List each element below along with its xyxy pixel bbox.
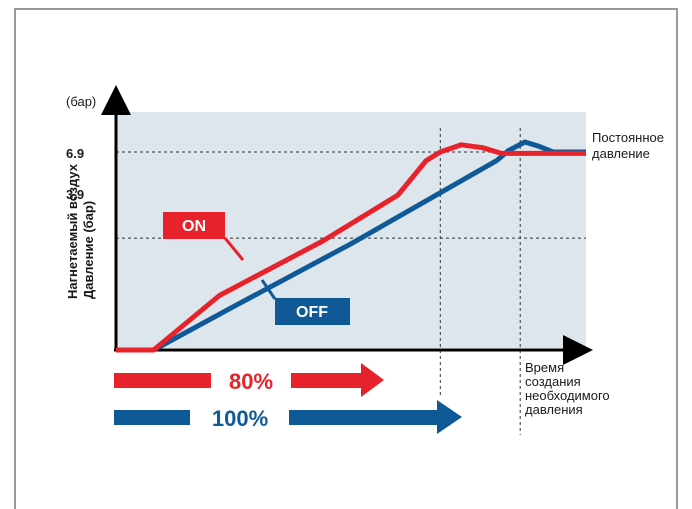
duration-bar-on: 80%: [114, 363, 384, 397]
y-tick-label: 6.9: [66, 146, 84, 161]
y-axis-title: Нагнетаемый воздух Давление (бар): [65, 163, 96, 299]
chart-frame: [14, 8, 678, 509]
svg-text:создания: создания: [525, 374, 581, 389]
svg-text:Нагнетаемый воздух: Нагнетаемый воздух: [65, 163, 80, 299]
legend-tag-off: OFF: [260, 279, 350, 325]
y-unit-label: (бар): [66, 94, 96, 109]
svg-text:Давление (бар): Давление (бар): [81, 201, 96, 299]
svg-text:ON: ON: [182, 218, 206, 235]
series-line-off: [116, 139, 586, 353]
svg-text:Время: Время: [525, 360, 564, 375]
x-axis-title: Время создания необходимого давления: [525, 360, 610, 417]
svg-text:необходимого: необходимого: [525, 388, 610, 403]
svg-text:давления: давления: [525, 402, 583, 417]
legend-tag-on: ON: [163, 212, 245, 261]
svg-text:OFF: OFF: [296, 304, 328, 321]
series-line-on: [116, 142, 586, 353]
svg-text:80%: 80%: [229, 369, 273, 394]
svg-text:Постоянное: Постоянное: [592, 130, 664, 145]
duration-bar-off: 100%: [114, 400, 462, 434]
svg-text:давление: давление: [592, 146, 650, 161]
svg-text:100%: 100%: [212, 406, 268, 431]
constant-pressure-label: Постоянное давление: [592, 130, 664, 161]
y-tick-label: 3.9: [66, 187, 84, 202]
